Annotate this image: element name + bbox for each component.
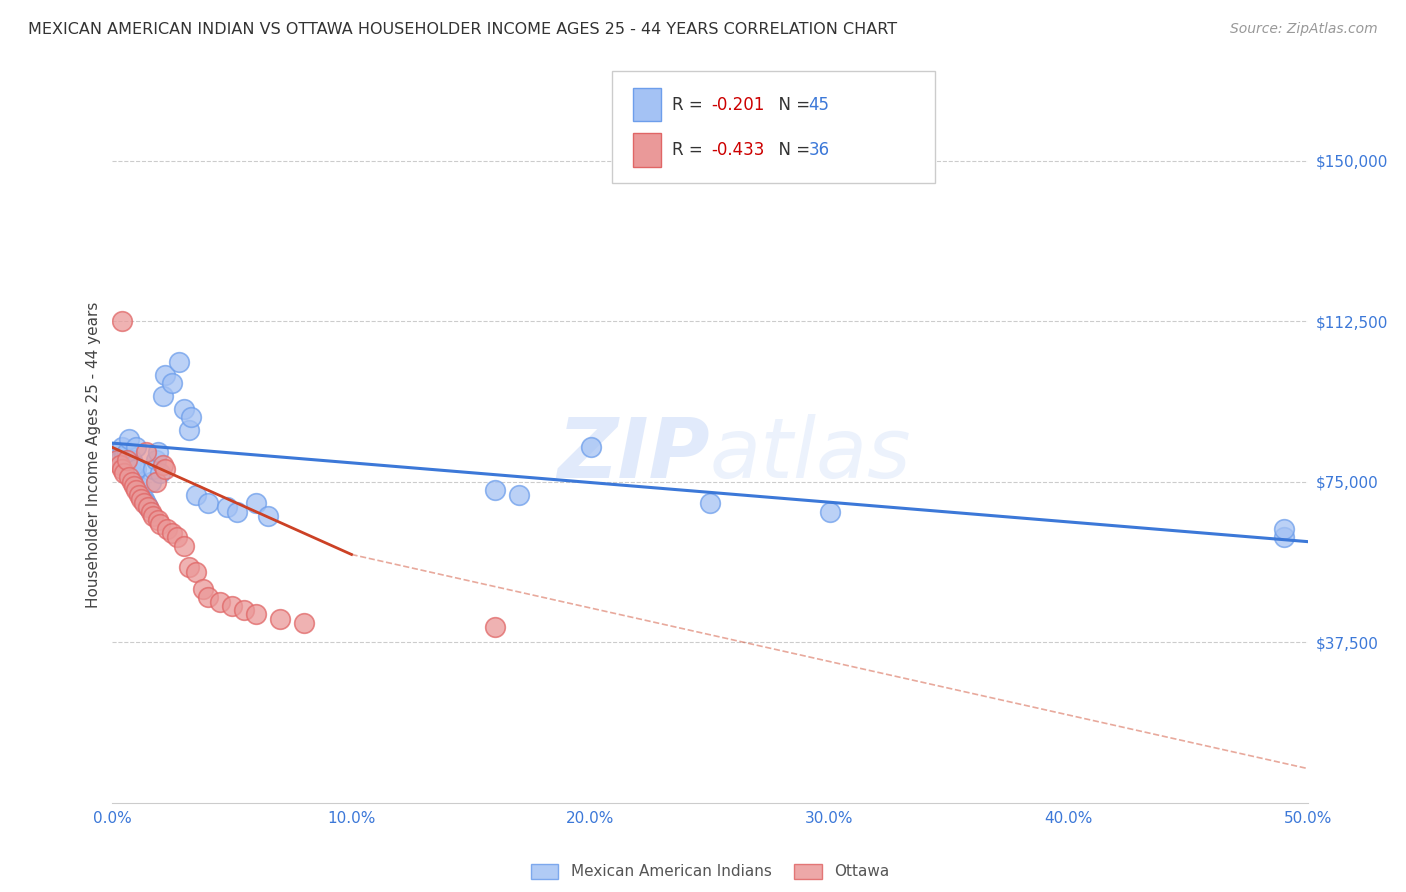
Point — [197, 591, 219, 605]
Point — [108, 453, 131, 467]
Text: MEXICAN AMERICAN INDIAN VS OTTAWA HOUSEHOLDER INCOME AGES 25 - 44 YEARS CORRELAT: MEXICAN AMERICAN INDIAN VS OTTAWA HOUSEH… — [28, 22, 897, 37]
Point — [245, 607, 267, 622]
Point — [162, 526, 183, 541]
Point — [484, 483, 506, 498]
Point — [111, 441, 134, 455]
Text: 45: 45 — [808, 95, 830, 113]
Point — [145, 475, 167, 489]
Point — [193, 582, 215, 596]
Point — [129, 487, 152, 501]
Point — [292, 615, 315, 630]
Point — [115, 453, 138, 467]
Point — [125, 441, 148, 455]
Point — [146, 444, 169, 458]
Point — [128, 487, 150, 501]
Point — [166, 530, 188, 544]
Point — [125, 462, 148, 476]
Point — [245, 496, 267, 510]
Point — [197, 496, 219, 510]
Text: -0.201: -0.201 — [711, 95, 765, 113]
Point — [138, 500, 160, 515]
Text: ZIP: ZIP — [557, 415, 710, 495]
Point — [114, 466, 135, 480]
Point — [508, 487, 530, 501]
Point — [129, 491, 152, 506]
Point — [114, 458, 135, 472]
Point — [135, 444, 157, 458]
Point — [225, 505, 247, 519]
Point — [114, 449, 135, 463]
Point — [169, 355, 191, 369]
Point — [105, 444, 128, 458]
Point — [118, 470, 141, 484]
Point — [149, 517, 172, 532]
Point — [122, 470, 145, 484]
Point — [484, 620, 506, 634]
Point — [579, 441, 602, 455]
Point — [208, 594, 231, 608]
Point — [180, 410, 202, 425]
Point — [115, 444, 138, 458]
Point — [153, 462, 176, 476]
Point — [221, 599, 243, 613]
Point — [122, 479, 145, 493]
Point — [146, 513, 169, 527]
Point — [257, 508, 280, 523]
Point — [152, 389, 174, 403]
Point — [139, 505, 162, 519]
Point — [122, 458, 145, 472]
Point — [132, 496, 155, 510]
Point — [142, 508, 165, 523]
Point — [217, 500, 239, 515]
Point — [115, 453, 138, 467]
Point — [152, 458, 174, 472]
Point — [132, 491, 155, 506]
Point — [186, 487, 208, 501]
Point — [269, 612, 291, 626]
Point — [138, 500, 160, 515]
Text: Source: ZipAtlas.com: Source: ZipAtlas.com — [1230, 22, 1378, 37]
Point — [173, 401, 195, 416]
Point — [142, 462, 165, 476]
Point — [139, 475, 162, 489]
Point — [121, 453, 143, 467]
Point — [177, 560, 200, 574]
Text: R =: R = — [672, 95, 709, 113]
Point — [149, 466, 172, 480]
Point — [177, 423, 200, 437]
Point — [108, 458, 131, 472]
Point — [135, 496, 157, 510]
Point — [118, 432, 141, 446]
Point — [153, 368, 176, 382]
Text: N =: N = — [768, 95, 815, 113]
Point — [818, 505, 841, 519]
Text: 36: 36 — [808, 141, 830, 159]
Point — [1272, 522, 1295, 536]
Point — [1272, 530, 1295, 544]
Text: -0.433: -0.433 — [711, 141, 765, 159]
Point — [105, 453, 128, 467]
Point — [121, 475, 143, 489]
Point — [111, 314, 134, 328]
Point — [128, 479, 150, 493]
Point — [118, 462, 141, 476]
Point — [121, 466, 143, 480]
Text: R =: R = — [672, 141, 709, 159]
Point — [156, 522, 179, 536]
Text: N =: N = — [768, 141, 815, 159]
Point — [111, 462, 134, 476]
Point — [145, 453, 167, 467]
Point — [125, 483, 148, 498]
Point — [173, 539, 195, 553]
Point — [162, 376, 183, 391]
Point — [186, 565, 208, 579]
Legend: Mexican American Indians, Ottawa: Mexican American Indians, Ottawa — [524, 858, 896, 886]
Point — [232, 603, 256, 617]
Point — [699, 496, 721, 510]
Text: atlas: atlas — [710, 415, 911, 495]
Y-axis label: Householder Income Ages 25 - 44 years: Householder Income Ages 25 - 44 years — [86, 301, 101, 608]
